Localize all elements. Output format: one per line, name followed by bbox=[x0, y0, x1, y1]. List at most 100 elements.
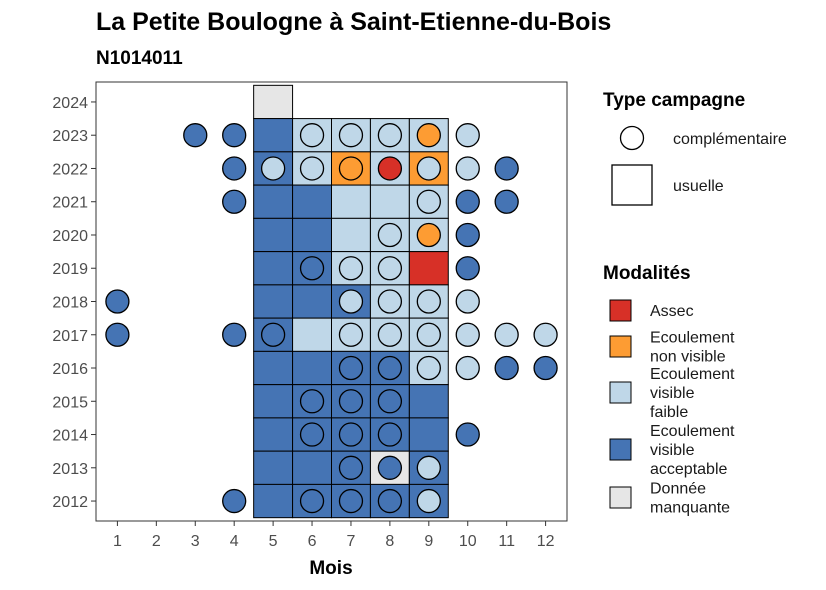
cell-2020-6 bbox=[292, 217, 332, 253]
legend-fill-key-ecoulement-visible-acceptable bbox=[609, 438, 632, 461]
legend-fill-key-ecoulement-visible-faible bbox=[609, 381, 632, 404]
y-tick-label-2014: 2014 bbox=[52, 428, 88, 445]
point-2017-11 bbox=[494, 322, 519, 347]
legend-shape-key-complementaire bbox=[619, 125, 645, 151]
cell-2012-5 bbox=[253, 483, 294, 519]
legend-fill-label-donnee-manquante: Donnée manquante bbox=[650, 481, 730, 517]
cell-2018-6 bbox=[292, 284, 332, 319]
legend-fill-label-ecoulement-non-visible: Ecoulement non visible bbox=[650, 330, 735, 366]
legend-fill-title: Modalités bbox=[603, 263, 691, 284]
point-2021-11 bbox=[494, 189, 519, 214]
point-2017-9 bbox=[416, 322, 441, 347]
point-2016-12 bbox=[533, 355, 558, 381]
point-2012-7 bbox=[338, 488, 364, 514]
x-tick-label-2: 2 bbox=[152, 533, 161, 550]
legend-fill-key-donnee-manquante bbox=[609, 486, 632, 509]
point-2019-10 bbox=[455, 256, 480, 281]
point-2023-10 bbox=[455, 123, 480, 148]
point-2023-9 bbox=[416, 123, 441, 148]
point-2017-5 bbox=[260, 322, 286, 347]
axes: 1 2 3 4 5 6 7 8 9 10 11 122012201320142015201620172… bbox=[52, 95, 554, 550]
point-2013-9 bbox=[416, 455, 441, 480]
point-2016-11 bbox=[494, 355, 519, 381]
point-2012-9 bbox=[416, 488, 441, 514]
cell-2014-9 bbox=[408, 417, 449, 452]
cell-2016-5 bbox=[253, 350, 294, 386]
point-2023-3 bbox=[183, 123, 208, 148]
point-2013-8 bbox=[377, 455, 403, 480]
x-tick-label-8: 8 bbox=[385, 533, 394, 550]
point-2023-6 bbox=[299, 123, 325, 148]
cell-2015-9 bbox=[408, 384, 449, 419]
y-tick-label-2019: 2019 bbox=[52, 261, 88, 278]
point-2022-4 bbox=[222, 156, 247, 181]
point-2020-10 bbox=[455, 222, 480, 248]
x-tick-label-7: 7 bbox=[347, 533, 356, 550]
point-2022-6 bbox=[299, 156, 325, 181]
legend-fill-key-assec bbox=[609, 299, 632, 322]
x-axis-title: Mois bbox=[309, 558, 352, 579]
legend-shape-label-usuelle: usuelle bbox=[673, 178, 724, 195]
point-2016-8 bbox=[377, 355, 403, 381]
complementaire-points bbox=[105, 123, 558, 514]
point-2023-7 bbox=[338, 123, 364, 148]
point-2014-8 bbox=[377, 422, 403, 447]
y-tick-label-2013: 2013 bbox=[52, 461, 88, 478]
point-2020-8 bbox=[377, 222, 403, 248]
cell-2013-6 bbox=[292, 450, 332, 485]
cell-2014-5 bbox=[253, 417, 294, 452]
y-tick-label-2020: 2020 bbox=[52, 228, 88, 245]
point-2016-7 bbox=[338, 355, 364, 381]
point-2022-10 bbox=[455, 156, 480, 181]
chart-title: La Petite Boulogne à Saint-Etienne-du-Bo… bbox=[96, 8, 611, 36]
legend: Type campagne complémentaire usuelle Modali… bbox=[603, 90, 787, 517]
point-2022-7 bbox=[338, 156, 364, 181]
cell-2018-5 bbox=[253, 284, 294, 319]
point-2014-7 bbox=[338, 422, 364, 447]
point-2023-8 bbox=[377, 123, 403, 148]
x-tick-label-9: 9 bbox=[424, 533, 433, 550]
cell-2013-5 bbox=[253, 450, 294, 485]
y-tick-label-2022: 2022 bbox=[52, 161, 88, 178]
point-2018-1 bbox=[105, 289, 130, 314]
y-tick-label-2017: 2017 bbox=[52, 328, 88, 345]
x-tick-label-4: 4 bbox=[230, 533, 239, 550]
y-tick-label-2024: 2024 bbox=[52, 95, 88, 112]
cell-2021-8 bbox=[369, 184, 410, 219]
x-tick-label-10: 10 bbox=[459, 533, 477, 550]
y-tick-label-2015: 2015 bbox=[52, 394, 88, 411]
x-tick-label-3: 3 bbox=[191, 533, 200, 550]
point-2019-6 bbox=[299, 256, 325, 281]
point-2012-6 bbox=[299, 488, 325, 514]
point-2015-6 bbox=[299, 389, 325, 414]
cell-2019-5 bbox=[253, 251, 294, 286]
point-2018-10 bbox=[455, 289, 480, 314]
x-tick-label-12: 12 bbox=[537, 533, 555, 550]
cell-2020-7 bbox=[331, 217, 371, 253]
y-tick-label-2023: 2023 bbox=[52, 128, 88, 145]
x-tick-label-6: 6 bbox=[308, 533, 317, 550]
point-2018-7 bbox=[338, 289, 364, 314]
point-2015-8 bbox=[377, 389, 403, 414]
cell-2021-7 bbox=[331, 184, 371, 219]
y-tick-label-2021: 2021 bbox=[52, 195, 88, 212]
cell-2015-5 bbox=[253, 384, 294, 419]
point-2014-6 bbox=[299, 422, 325, 447]
cell-2021-6 bbox=[292, 184, 332, 219]
point-2017-1 bbox=[105, 322, 130, 347]
cell-2021-5 bbox=[253, 184, 294, 219]
point-2016-10 bbox=[455, 355, 480, 381]
legend-fill-key-ecoulement-non-visible bbox=[609, 335, 632, 358]
point-2021-4 bbox=[222, 189, 247, 214]
point-2017-7 bbox=[338, 322, 364, 347]
cell-2020-5 bbox=[253, 217, 294, 253]
point-2012-4 bbox=[222, 488, 247, 514]
point-2017-12 bbox=[533, 322, 558, 347]
point-2022-9 bbox=[416, 156, 441, 181]
x-tick-label-11: 11 bbox=[498, 533, 515, 550]
cell-2016-6 bbox=[292, 350, 332, 386]
point-2023-4 bbox=[222, 123, 247, 148]
point-2012-8 bbox=[377, 488, 403, 514]
point-2022-5 bbox=[260, 156, 286, 181]
legend-fill-label-assec: Assec bbox=[650, 303, 694, 320]
